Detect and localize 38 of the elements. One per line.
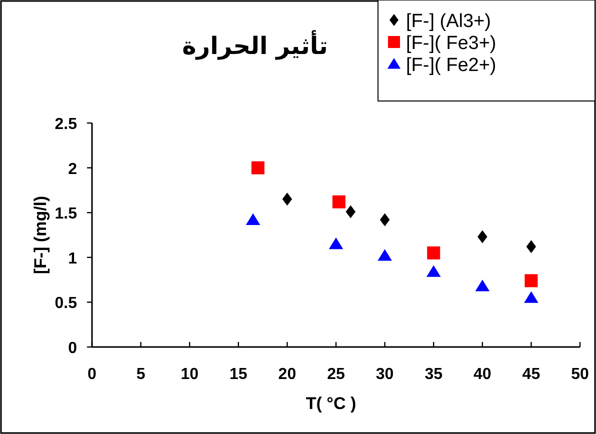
chart-title: تأثير الحرارة <box>182 30 328 60</box>
y-tick-label: 1.5 <box>54 206 78 223</box>
y-tick-label: 2 <box>68 160 78 178</box>
point <box>282 192 292 206</box>
legend-label: [F-]( Fe3+) <box>406 33 496 54</box>
y-tick-label: 2.5 <box>54 116 78 133</box>
x-tick-label: 50 <box>571 366 589 383</box>
point <box>246 213 260 225</box>
x-tick-label: 0 <box>88 366 97 383</box>
x-tick-label: 40 <box>474 366 492 383</box>
x-tick-label: 30 <box>376 366 394 383</box>
point <box>251 161 264 174</box>
x-tick-label: 35 <box>424 366 443 383</box>
x-tick-label: 45 <box>522 366 540 383</box>
point <box>332 195 346 208</box>
y-tick-label: 0 <box>68 340 78 357</box>
point <box>328 237 344 250</box>
x-tick-label: 25 <box>327 366 345 383</box>
legend-label: [F-] (Al3+) <box>406 11 491 32</box>
point <box>475 280 490 292</box>
x-tick-label: 20 <box>278 366 296 383</box>
y-tick-label: 1 <box>68 250 78 268</box>
point <box>427 246 440 260</box>
point <box>378 249 392 261</box>
x-tick-label: 10 <box>180 366 199 383</box>
y-tick-label: 0.5 <box>54 295 78 312</box>
point <box>524 274 538 288</box>
legend-label: [F-]( Fe2+) <box>406 55 496 76</box>
y-axis-title: [F-] (mg/l) <box>31 196 50 274</box>
point <box>526 240 536 254</box>
point <box>426 265 441 277</box>
x-tick-label: 5 <box>136 366 146 383</box>
x-tick-label: 15 <box>230 366 248 383</box>
point <box>346 205 356 218</box>
x-axis-title: T( °C ) <box>306 394 356 413</box>
point <box>478 230 488 244</box>
point <box>524 291 538 303</box>
point <box>380 213 390 226</box>
